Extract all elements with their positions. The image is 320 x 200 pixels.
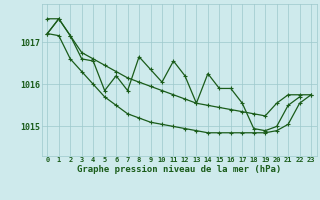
X-axis label: Graphe pression niveau de la mer (hPa): Graphe pression niveau de la mer (hPa) xyxy=(77,165,281,174)
